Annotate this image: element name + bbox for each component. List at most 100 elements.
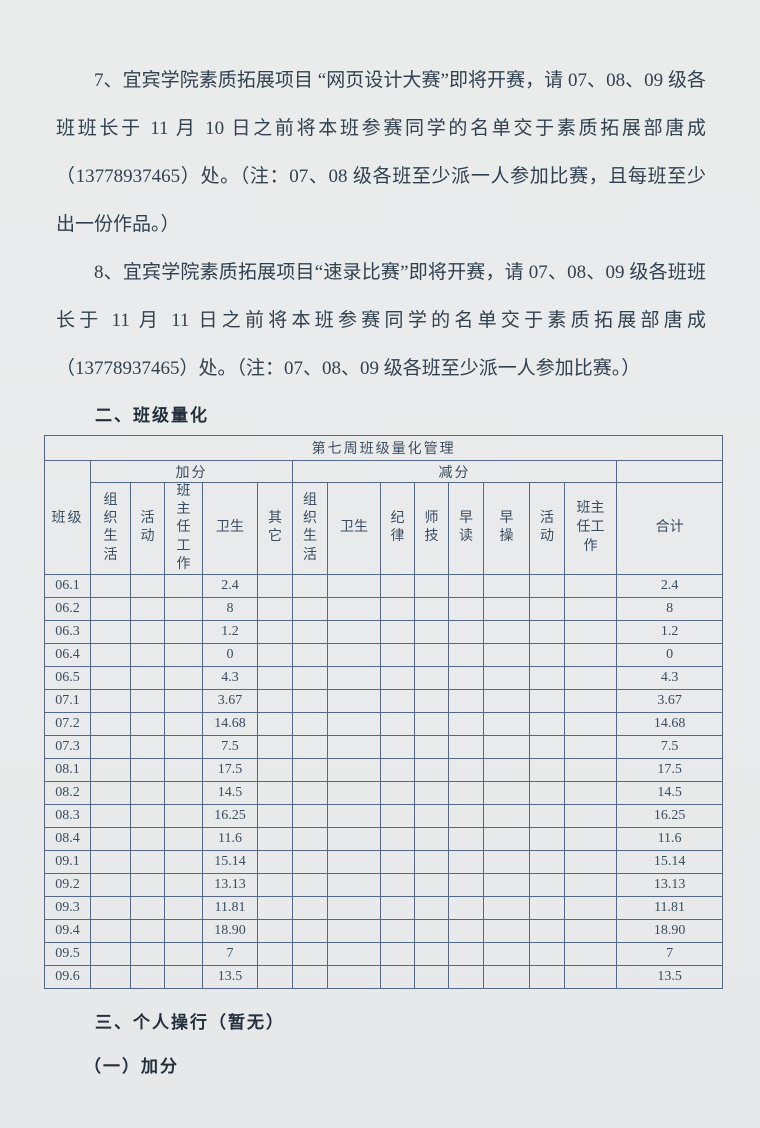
empty-score-cell <box>292 688 328 713</box>
empty-score-cell <box>90 757 131 782</box>
col-header-sub-org-life: 组织生活 <box>292 482 328 575</box>
empty-score-cell <box>90 872 131 897</box>
table-subheader-row: 组织生活 活动 班主任工作 卫生 其它 组织生活 卫生 纪律 师技 早读 早操 … <box>45 482 724 575</box>
empty-score-cell <box>564 757 617 782</box>
empty-score-cell <box>130 734 165 759</box>
empty-score-cell <box>380 642 415 667</box>
empty-score-cell <box>257 895 293 920</box>
empty-score-cell <box>130 642 165 667</box>
empty-score-cell <box>529 642 565 667</box>
quant-table-body: 第七周班级量化管理 班级 加分 减分 组织生活 活动 班主任工作 卫生 其它 组… <box>43 435 724 989</box>
empty-score-cell <box>257 941 293 966</box>
col-header-add-other: 其它 <box>257 482 293 575</box>
total-score-cell: 4.3 <box>615 665 724 690</box>
col-header-sub-shiji: 师技 <box>414 482 449 575</box>
empty-score-cell <box>164 872 203 897</box>
class-cell: 09.6 <box>44 964 91 989</box>
morning-exercise-cell <box>483 895 530 920</box>
empty-score-cell <box>448 688 484 713</box>
empty-score-cell <box>564 596 617 621</box>
empty-score-cell <box>380 596 415 621</box>
empty-score-cell <box>564 826 617 851</box>
empty-score-cell <box>130 872 165 897</box>
empty-score-cell <box>529 734 565 759</box>
empty-score-cell <box>414 826 449 851</box>
empty-score-cell <box>292 918 328 943</box>
empty-score-cell <box>414 941 449 966</box>
empty-score-cell <box>380 849 415 874</box>
empty-score-cell <box>414 780 449 805</box>
empty-score-cell <box>90 918 131 943</box>
vertical-label: 纪律 <box>390 511 405 545</box>
empty-score-cell <box>90 849 131 874</box>
empty-score-cell <box>327 596 381 621</box>
class-cell: 07.1 <box>44 688 91 713</box>
empty-score-cell <box>292 803 328 828</box>
empty-score-cell <box>327 619 381 644</box>
empty-score-cell <box>90 734 131 759</box>
morning-exercise-cell <box>483 665 530 690</box>
empty-score-cell <box>90 665 131 690</box>
class-cell: 06.2 <box>44 596 91 621</box>
empty-score-cell <box>529 803 565 828</box>
empty-score-cell <box>564 619 617 644</box>
empty-score-cell <box>292 872 328 897</box>
class-cell: 09.1 <box>44 849 91 874</box>
empty-score-cell <box>380 826 415 851</box>
table-row: 08.2 14.5 14.5 <box>44 780 724 805</box>
empty-score-cell <box>257 619 293 644</box>
empty-score-cell <box>257 803 293 828</box>
empty-score-cell <box>257 918 293 943</box>
class-quantification-table: 第七周班级量化管理 班级 加分 减分 组织生活 活动 班主任工作 卫生 其它 组… <box>43 435 724 989</box>
table-title: 第七周班级量化管理 <box>43 435 724 461</box>
empty-score-cell <box>380 711 415 736</box>
empty-score-cell <box>448 711 484 736</box>
empty-score-cell <box>448 941 484 966</box>
empty-score-cell <box>164 918 203 943</box>
col-header-sub-discipline: 纪律 <box>380 482 415 575</box>
empty-score-cell <box>327 642 381 667</box>
morning-exercise-cell <box>483 964 530 989</box>
class-cell: 09.4 <box>44 918 91 943</box>
vertical-label: 早读 <box>459 511 473 545</box>
table-row: 09.2 13.13 13.13 <box>44 872 724 897</box>
empty-score-cell <box>327 826 381 851</box>
empty-score-cell <box>292 964 328 989</box>
empty-score-cell <box>529 872 565 897</box>
vertical-label: 组织生活 <box>103 493 118 563</box>
table-row: 06.3 1.2 1.2 <box>44 619 724 644</box>
class-cell: 06.3 <box>44 619 91 644</box>
empty-score-cell <box>164 826 203 851</box>
empty-score-cell <box>292 941 328 966</box>
empty-score-cell <box>130 826 165 851</box>
empty-score-cell <box>414 734 449 759</box>
morning-exercise-cell <box>483 872 530 897</box>
empty-score-cell <box>380 872 415 897</box>
empty-score-cell <box>529 757 565 782</box>
table-row: 07.2 14.68 14.68 <box>44 711 724 736</box>
hygiene-add-score-cell: 7.5 <box>202 734 258 759</box>
empty-score-cell <box>327 757 381 782</box>
empty-score-cell <box>448 642 484 667</box>
class-cell: 09.5 <box>44 941 91 966</box>
vertical-label: 班主任工作 <box>176 484 191 572</box>
empty-score-cell <box>448 734 484 759</box>
corner-empty-cell <box>615 460 724 483</box>
morning-exercise-cell <box>483 619 530 644</box>
empty-score-cell <box>90 619 131 644</box>
vertical-label: 早操 <box>499 511 514 545</box>
empty-score-cell <box>292 665 328 690</box>
empty-score-cell <box>529 941 565 966</box>
empty-score-cell <box>564 849 617 874</box>
empty-score-cell <box>564 918 617 943</box>
total-score-cell: 11.6 <box>615 826 724 851</box>
empty-score-cell <box>130 941 165 966</box>
empty-score-cell <box>327 711 381 736</box>
hygiene-add-score-cell: 16.25 <box>202 803 258 828</box>
empty-score-cell <box>257 573 293 598</box>
morning-exercise-cell <box>483 803 530 828</box>
empty-score-cell <box>448 757 484 782</box>
hygiene-add-score-cell: 15.14 <box>202 849 258 874</box>
empty-score-cell <box>380 918 415 943</box>
